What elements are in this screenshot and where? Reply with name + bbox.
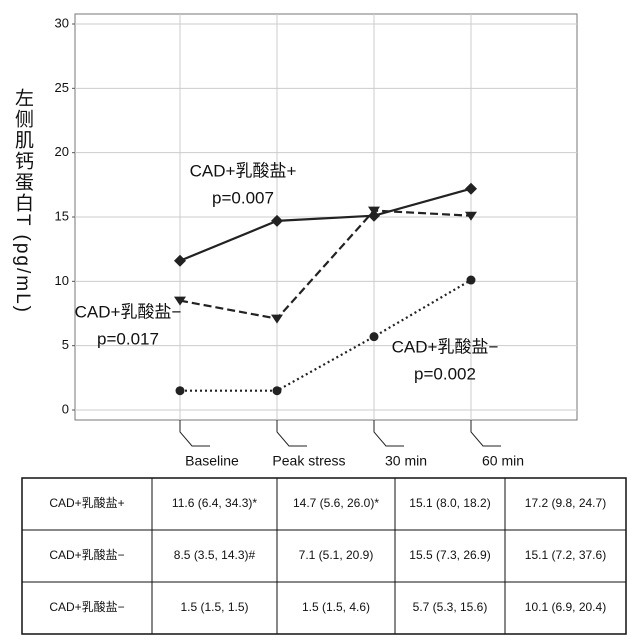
y-tick-label: 0 — [62, 401, 69, 416]
y-tick-label: 15 — [55, 208, 69, 223]
table-cell: 11.6 (6.4, 34.3)* — [172, 496, 257, 510]
x-tick-label: 60 min — [482, 453, 524, 469]
marker — [271, 314, 283, 324]
annotation: CAD+乳酸盐− — [75, 302, 182, 321]
table-cell: 15.1 (7.2, 37.6) — [525, 548, 606, 562]
y-tick-label: 25 — [55, 80, 69, 95]
marker — [369, 332, 379, 342]
table-cell: 7.1 (5.1, 20.9) — [299, 548, 374, 562]
marker — [174, 296, 186, 306]
label-leader — [276, 420, 307, 447]
y-tick-label: 20 — [55, 144, 69, 159]
marker — [368, 206, 380, 216]
table-cell: 10.1 (6.9, 20.4) — [525, 600, 606, 614]
row-header: CAD+乳酸盐− — [49, 599, 124, 614]
annotation: CAD+乳酸盐− — [392, 337, 499, 356]
marker — [465, 182, 477, 195]
table-cell: 8.5 (3.5, 14.3)# — [174, 548, 256, 562]
table-cell: 1.5 (1.5, 4.6) — [302, 600, 370, 614]
table-cell: 15.1 (8.0, 18.2) — [409, 496, 490, 510]
x-tick-label: Baseline — [185, 453, 239, 469]
table-cell: 17.2 (9.8, 24.7) — [525, 496, 606, 510]
annotation: p=0.007 — [212, 188, 274, 207]
marker — [174, 254, 186, 267]
table-cell: 14.7 (5.6, 26.0)* — [293, 496, 379, 510]
row-header: CAD+乳酸盐− — [49, 547, 124, 562]
label-leader — [179, 420, 210, 447]
label-leader — [470, 420, 501, 447]
annotation: p=0.017 — [97, 329, 159, 348]
series-line — [179, 209, 472, 320]
annotation: p=0.002 — [414, 364, 476, 383]
table-cell: 1.5 (1.5, 1.5) — [180, 600, 248, 614]
table-cell: 5.7 (5.3, 15.6) — [413, 600, 488, 614]
marker — [175, 386, 185, 396]
y-axis-label: 左侧肌钙蛋白T (pg/mL) — [12, 88, 34, 314]
y-tick-label: 5 — [62, 337, 69, 352]
marker — [466, 275, 476, 285]
y-tick-label: 30 — [55, 15, 69, 30]
series-line — [179, 187, 472, 262]
marker — [465, 211, 477, 221]
table-cell: 15.5 (7.3, 26.9) — [409, 548, 490, 562]
x-tick-label: Peak stress — [272, 453, 345, 469]
y-tick-label: 10 — [55, 273, 69, 288]
marker — [271, 214, 283, 227]
row-header: CAD+乳酸盐+ — [49, 495, 124, 510]
table-frame — [21, 477, 627, 635]
label-leader — [373, 420, 404, 447]
annotation: CAD+乳酸盐+ — [190, 161, 297, 180]
marker — [272, 386, 282, 396]
x-tick-label: 30 min — [385, 453, 427, 469]
